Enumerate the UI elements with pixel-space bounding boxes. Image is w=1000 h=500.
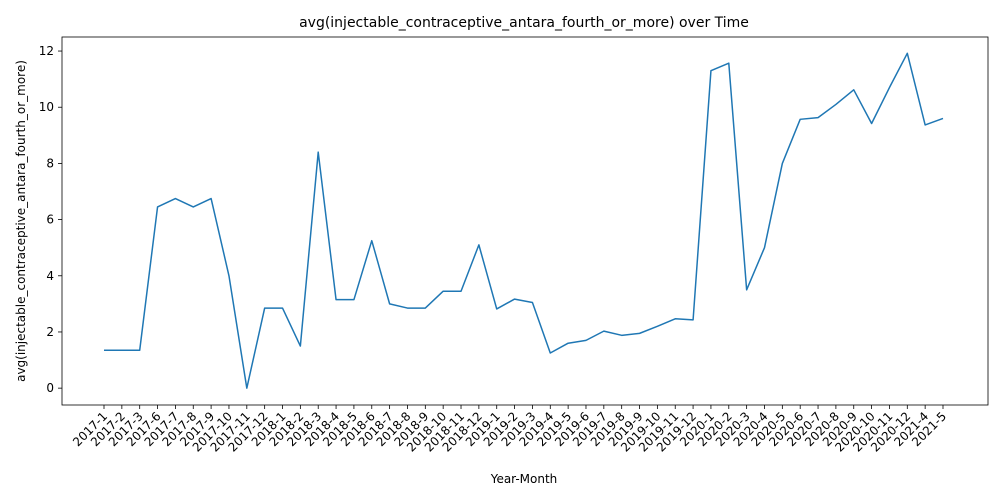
y-tick-label: 6	[46, 213, 54, 227]
plot-area-frame	[61, 36, 989, 406]
chart-title: avg(injectable_contraceptive_antara_four…	[299, 15, 749, 31]
y-tick-label: 2	[46, 325, 54, 339]
y-tick-label: 4	[46, 269, 54, 283]
x-axis-label: Year-Month	[490, 472, 558, 486]
y-tick-label: 12	[39, 44, 54, 58]
y-axis-ticks: 0 2 4 6 8 10 12	[39, 44, 62, 395]
y-tick-label: 8	[46, 156, 54, 170]
x-axis-ticks: 2017-12017-22017-32017-62017-72017-82017…	[70, 405, 949, 455]
series-line	[104, 52, 944, 389]
y-axis-label: avg(injectable_contraceptive_antara_four…	[14, 60, 28, 382]
y-tick-label: 0	[46, 381, 54, 395]
y-tick-label: 10	[39, 100, 54, 114]
